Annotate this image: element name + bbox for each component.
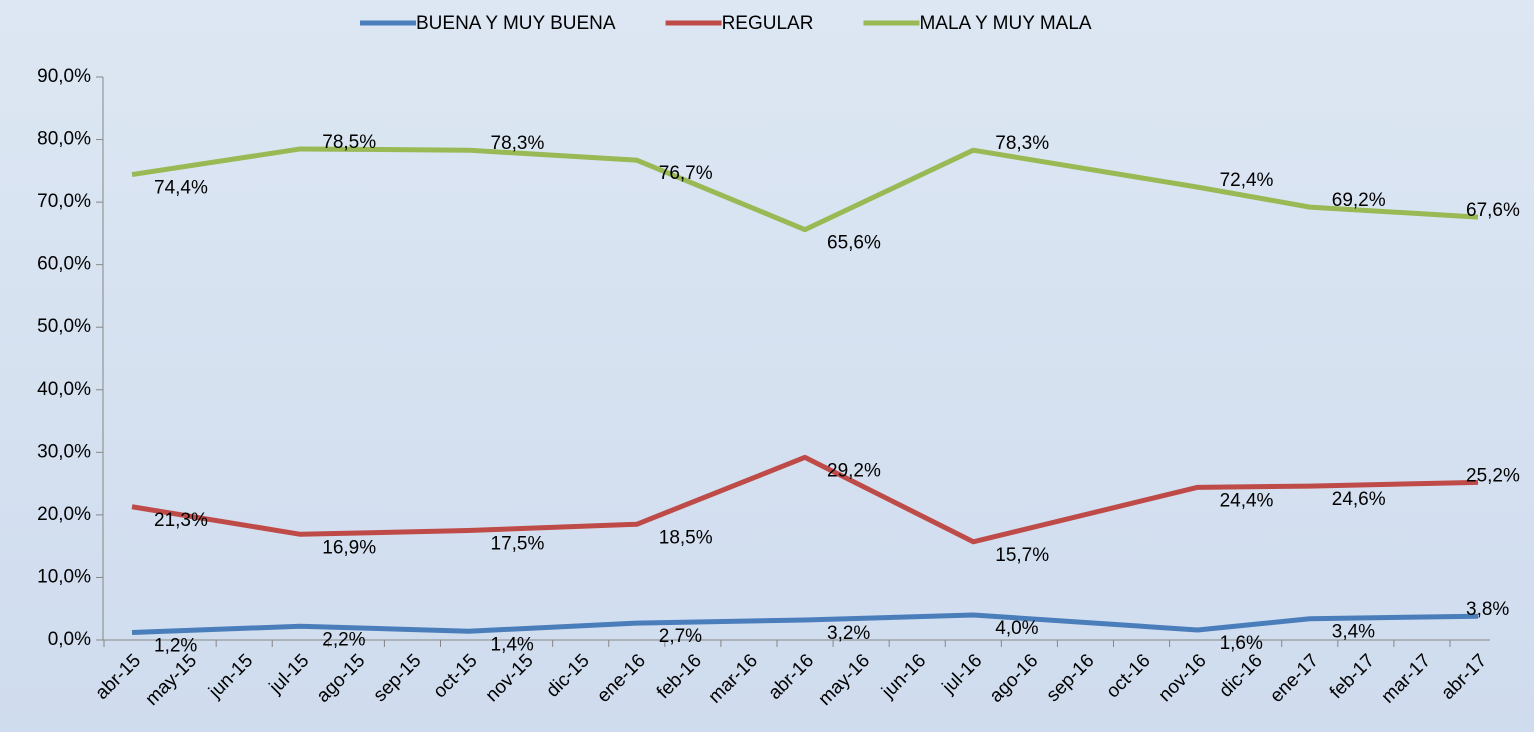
data-label: 16,9% <box>322 537 376 558</box>
x-tick-label: mar-17 <box>1378 650 1435 707</box>
data-label: 1,4% <box>491 634 534 655</box>
x-tick-label: jul-16 <box>938 650 986 698</box>
data-label: 1,6% <box>1220 633 1263 654</box>
legend-label: REGULAR <box>722 13 814 34</box>
x-tick-label: nov-15 <box>482 650 538 706</box>
data-label: 2,7% <box>659 626 702 647</box>
x-tick-label: sep-16 <box>1043 650 1099 706</box>
x-tick-label: dic-15 <box>542 650 593 701</box>
x-tick-label: ago-16 <box>986 650 1043 707</box>
y-tick-label: 70,0% <box>37 191 91 212</box>
y-tick-label: 0,0% <box>48 629 91 650</box>
data-label: 3,2% <box>827 623 870 644</box>
data-label: 2,2% <box>322 629 365 650</box>
x-tick-label: jun-15 <box>204 650 257 703</box>
data-label: 24,4% <box>1220 490 1274 511</box>
y-tick-label: 50,0% <box>37 316 91 337</box>
data-label: 24,6% <box>1332 489 1386 510</box>
data-label: 78,5% <box>322 132 376 153</box>
x-tick-label: feb-17 <box>1326 650 1379 703</box>
series-line <box>131 454 1479 545</box>
x-tick-label: abr-15 <box>91 650 145 704</box>
data-label: 69,2% <box>1332 190 1386 211</box>
x-tick-label: jul-15 <box>265 650 313 698</box>
x-tick-label: dic-16 <box>1215 650 1266 701</box>
data-label: 3,8% <box>1466 599 1509 620</box>
x-tick-label: abr-17 <box>1437 650 1491 704</box>
x-tick-label: abr-16 <box>764 650 818 704</box>
data-label: 65,6% <box>827 233 881 254</box>
x-tick-label: ago-15 <box>313 650 370 707</box>
y-tick-label: 60,0% <box>37 254 91 275</box>
legend-label: BUENA Y MUY BUENA <box>416 13 616 34</box>
data-label: 78,3% <box>995 133 1049 154</box>
data-label: 18,5% <box>659 527 713 548</box>
y-tick-label: 80,0% <box>37 129 91 150</box>
data-label: 3,4% <box>1332 622 1375 643</box>
x-tick-label: sep-15 <box>370 650 426 706</box>
x-tick-label: jun-16 <box>877 650 930 703</box>
series-line <box>131 146 1479 233</box>
data-label: 17,5% <box>491 534 545 555</box>
x-tick-label: ene-16 <box>593 650 650 707</box>
y-tick-label: 10,0% <box>37 566 91 587</box>
data-label: 72,4% <box>1220 170 1274 191</box>
data-label: 29,2% <box>827 460 881 481</box>
y-tick-label: 20,0% <box>37 504 91 525</box>
x-tick-label: nov-16 <box>1155 650 1211 706</box>
x-tick-label: oct-16 <box>1102 650 1154 702</box>
x-tick-label: oct-15 <box>429 650 481 702</box>
data-label: 15,7% <box>995 545 1049 566</box>
data-label: 74,4% <box>154 178 208 199</box>
x-tick-label: mar-16 <box>705 650 762 707</box>
y-tick-label: 90,0% <box>37 66 91 87</box>
data-label: 4,0% <box>995 618 1038 639</box>
series-line <box>131 612 1479 635</box>
data-label: 25,2% <box>1466 465 1520 486</box>
legend-label: MALA Y MUY MALA <box>919 13 1091 34</box>
x-tick-label: ene-17 <box>1266 650 1323 707</box>
data-label: 21,3% <box>154 510 208 531</box>
x-tick-label: may-16 <box>815 650 875 710</box>
data-label: 1,2% <box>154 636 197 657</box>
y-tick-label: 30,0% <box>37 441 91 462</box>
data-label: 76,7% <box>659 163 713 184</box>
x-tick-label: may-15 <box>142 650 202 710</box>
x-tick-label: feb-16 <box>653 650 706 703</box>
data-label: 67,6% <box>1466 200 1520 221</box>
y-tick-label: 40,0% <box>37 379 91 400</box>
data-label: 78,3% <box>491 133 545 154</box>
